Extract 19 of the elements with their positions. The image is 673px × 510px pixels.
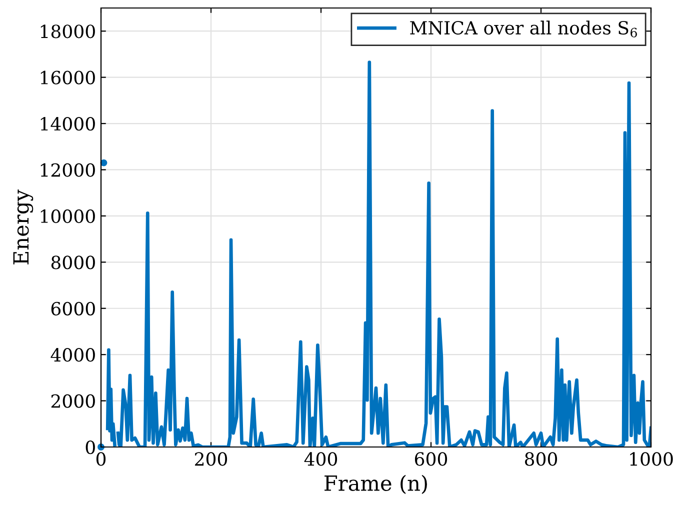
y-tick-label: 16000 (40, 70, 95, 84)
y-tick-label: 4000 (50, 348, 95, 362)
y-tick-label: 8000 (51, 256, 95, 270)
y-tick-label: 2000 (51, 394, 95, 408)
y-tick-label: 6000 (51, 302, 95, 316)
x-tick-label: 400 (304, 452, 338, 466)
x-tick-label: 200 (194, 452, 228, 466)
y-tick-label: 18000 (40, 24, 95, 38)
x-tick-label: 600 (414, 452, 448, 466)
y-tick-label: 10000 (40, 209, 95, 224)
y-tick-label: 12000 (40, 163, 95, 177)
x-axis-title: Frame (n) (324, 474, 427, 494)
x-tick-label: 1000 (630, 452, 673, 466)
y-tick-label: 14000 (40, 116, 95, 131)
x-tick-label: 0 (96, 452, 106, 466)
y-axis-title: Energy (13, 190, 34, 264)
x-tick-label: 800 (524, 452, 558, 466)
legend-label: MNICA over all nodes S$_{6}$ (410, 20, 637, 38)
y-tick-label: 0 (86, 440, 95, 454)
